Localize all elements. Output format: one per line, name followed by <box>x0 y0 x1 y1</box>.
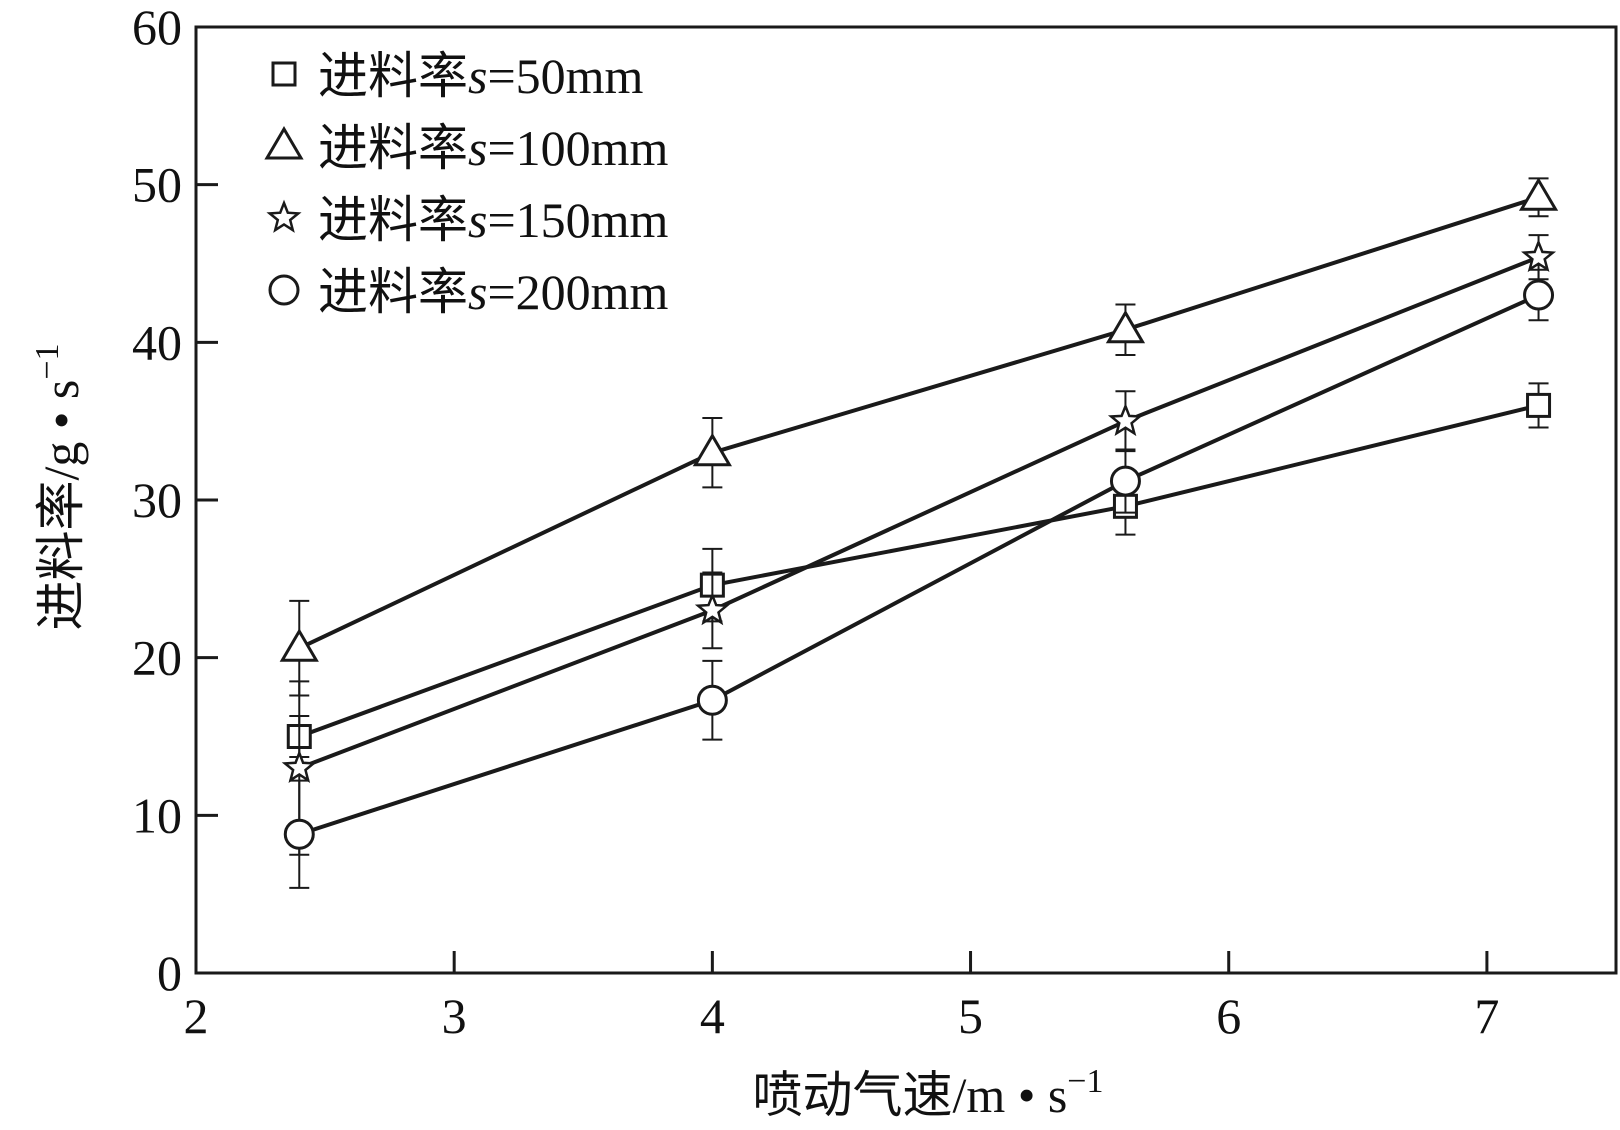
y-axis-title: 进料率/g • s−1 <box>29 343 89 630</box>
x-axis-title: 喷动气速/m • s−1 <box>753 1063 1104 1123</box>
x-tick-label: 2 <box>184 988 209 1044</box>
legend-label-value: =150mm <box>487 192 668 248</box>
data-point-circle <box>1523 279 1555 311</box>
legend-label-prefix: 进料率 <box>318 48 468 104</box>
legend-label-value: =50mm <box>487 48 643 104</box>
x-tick-label: 7 <box>1474 988 1499 1044</box>
data-point-star <box>694 592 730 626</box>
legend-label-var: s <box>468 192 487 248</box>
x-tick-label: 4 <box>700 988 725 1044</box>
y-tick-label: 0 <box>157 945 182 1001</box>
legend-marker-square <box>271 61 297 87</box>
legend-label-prefix: 进料率 <box>318 192 468 248</box>
data-point-square <box>1526 392 1552 418</box>
x-tick-label: 6 <box>1216 988 1241 1044</box>
y-tick-label: 50 <box>132 157 182 213</box>
y-tick-label: 30 <box>132 472 182 528</box>
data-point-star <box>1107 402 1143 437</box>
legend-label: 进料率s=100mm <box>318 120 669 176</box>
legend-label-var: s <box>468 48 487 104</box>
series-layer <box>279 177 1559 889</box>
legend-label-prefix: 进料率 <box>318 264 468 320</box>
legend-label-value: =200mm <box>487 264 668 320</box>
series-triangle <box>279 177 1559 697</box>
data-point-triangle <box>1105 309 1146 344</box>
data-point-circle <box>696 684 728 716</box>
data-point-circle <box>1109 465 1141 497</box>
legend-item: 进料率s=50mm <box>271 48 644 104</box>
legend-label-value: =100mm <box>487 120 668 176</box>
x-axis-title-text: 喷动气速/m • s <box>753 1067 1068 1123</box>
legend-marker-star <box>266 199 302 233</box>
data-point-circle <box>283 818 315 850</box>
y-tick-label: 20 <box>132 630 182 686</box>
legend-marker-circle <box>268 274 300 306</box>
y-tick-label: 10 <box>132 787 182 843</box>
x-axis-title-exponent: −1 <box>1067 1063 1103 1100</box>
data-point-star <box>281 749 317 783</box>
legend-label: 进料率s=200mm <box>318 264 669 320</box>
x-axis: 2 3 4 5 6 7 <box>184 951 1499 1044</box>
series-line <box>298 255 1540 770</box>
series-line <box>298 403 1540 739</box>
series-line <box>298 293 1540 837</box>
data-point-triangle <box>279 628 319 662</box>
y-axis-title-exponent: −1 <box>29 343 66 379</box>
series-star <box>281 234 1557 856</box>
legend-label-var: s <box>468 120 487 176</box>
data-point-star <box>1521 238 1557 273</box>
y-axis-title-text: 进料率/g • s <box>33 380 89 631</box>
legend-label: 进料率s=150mm <box>318 192 669 248</box>
legend-label-var: s <box>468 264 487 320</box>
data-point-triangle <box>692 432 732 467</box>
legend-item: 进料率s=200mm <box>268 264 669 320</box>
legend-label-prefix: 进料率 <box>318 120 468 176</box>
data-point-triangle <box>1518 177 1559 211</box>
series-circle <box>283 268 1555 889</box>
legend-item: 进料率s=150mm <box>266 192 669 248</box>
x-tick-label: 3 <box>442 988 467 1044</box>
legend-label: 进料率s=50mm <box>318 48 644 104</box>
y-axis: 0 10 20 30 40 50 60 <box>132 0 218 1001</box>
legend-item: 进料率s=100mm <box>264 120 669 176</box>
y-tick-label: 60 <box>132 0 182 55</box>
legend-marker-triangle <box>264 126 304 160</box>
series-line <box>298 195 1540 651</box>
y-tick-label: 40 <box>132 314 182 370</box>
x-tick-label: 5 <box>958 988 983 1044</box>
